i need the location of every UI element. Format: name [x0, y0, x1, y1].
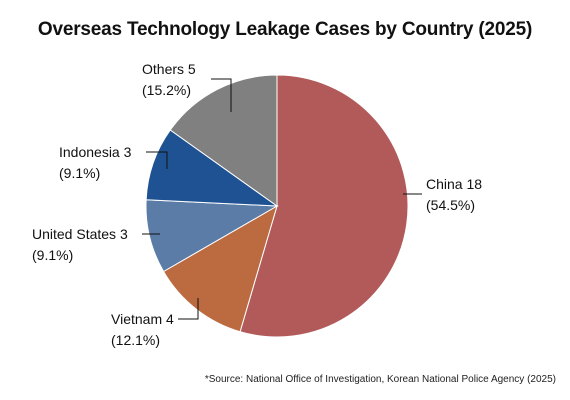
pie-slice-0: [239, 74, 409, 338]
pie-slice-4: [169, 74, 278, 207]
leader-line-4: [211, 78, 232, 112]
pie-slice-1: [162, 204, 278, 333]
pie-slices: [145, 74, 409, 338]
slice-label-0: China 18: [426, 176, 482, 192]
slice-label-2: United States 3: [32, 226, 128, 242]
slice-percent-4: (15.2%): [142, 82, 191, 98]
leader-line-1: [178, 298, 199, 320]
slice-label-4: Others 5: [142, 61, 196, 77]
source-note: *Source: National Office of Investigatio…: [204, 374, 556, 385]
leader-line-3: [146, 151, 168, 169]
slice-label-3: Indonesia 3: [59, 144, 132, 160]
slice-labels: China 18 (54.5%) Vietnam 4 (12.1%) United St…: [32, 61, 482, 348]
slice-percent-2: (9.1%): [32, 247, 73, 263]
slice-label-1: Vietnam 4: [111, 311, 174, 327]
slice-percent-0: (54.5%): [426, 197, 475, 213]
leader-lines: [142, 78, 422, 320]
slice-percent-3: (9.1%): [59, 165, 100, 181]
chart-title: Overseas Technology Leakage Cases by Cou…: [37, 19, 533, 40]
slice-percent-1: (12.1%): [111, 332, 160, 348]
